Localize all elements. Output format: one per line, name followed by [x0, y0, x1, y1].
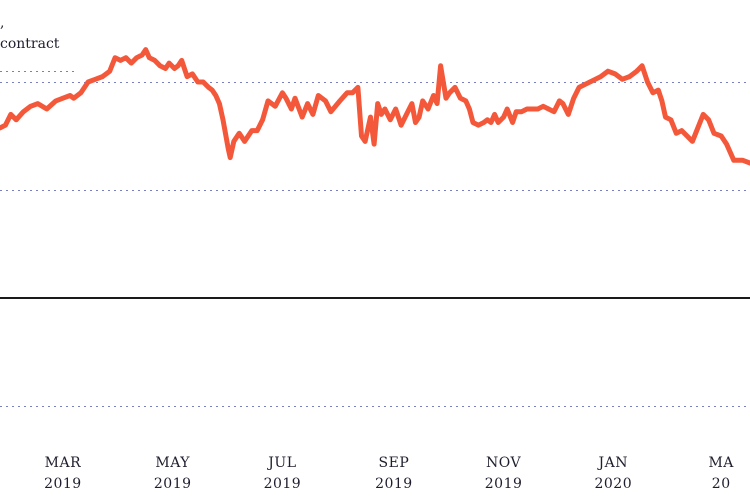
x-tick-year-label: 20	[712, 476, 731, 492]
x-tick-year-label: 2019	[154, 476, 192, 492]
chart-title-line-2: contract	[0, 36, 60, 52]
x-tick-year-label: 2019	[44, 476, 82, 492]
x-tick-month-label: MAY	[155, 455, 190, 471]
x-tick-month-label: MA	[708, 455, 734, 471]
x-tick-month-label: MAR	[45, 455, 82, 471]
x-tick-month-label: JAN	[597, 455, 628, 471]
x-tick-year-label: 2019	[264, 476, 302, 492]
gridlines	[0, 71, 750, 407]
x-tick-month-label: NOV	[486, 455, 521, 471]
x-tick-year-label: 2020	[594, 476, 632, 492]
x-axis-tick-labels: MAR 2019 MAY 2019 JUL 2019 SEP 2019 NOV 2019 JAN 20…	[44, 455, 734, 492]
x-tick-month-label: JUL	[266, 455, 296, 471]
x-tick-year-label: 2019	[375, 476, 413, 492]
series-line-orange	[0, 47, 750, 166]
chart-title-line-1: ,	[0, 15, 5, 31]
x-tick-year-label: 2019	[485, 476, 523, 492]
x-tick-month-label: SEP	[379, 455, 410, 471]
